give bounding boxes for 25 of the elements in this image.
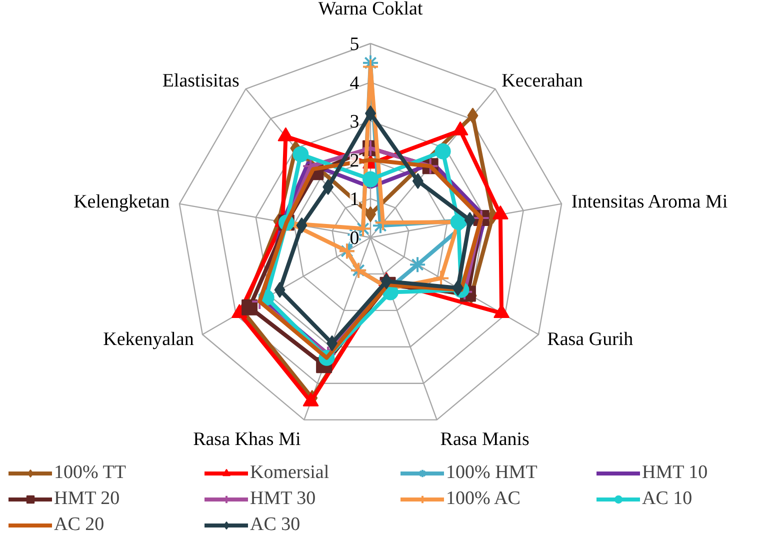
y-tick-label: 3 — [350, 112, 360, 133]
y-tick-label: 2 — [350, 150, 360, 172]
y-tick-label: 5 — [350, 34, 360, 55]
legend-label: Komersial — [250, 462, 330, 484]
spoke-label: Rasa Manis — [440, 429, 530, 450]
spoke-label: Kekenyalan — [103, 329, 194, 350]
spoke-label: Rasa Gurih — [547, 329, 634, 350]
spoke-label: Elastisitas — [162, 70, 240, 92]
legend-label: 100% TT — [54, 462, 127, 484]
spoke-label: Rasa Khas Mi — [193, 429, 301, 450]
spoke-label: Intensitas Aroma Mi — [571, 192, 728, 213]
legend-label: 100% HMT — [446, 462, 538, 484]
legend-label: HMT 30 — [250, 488, 317, 510]
legend-label: HMT 20 — [54, 488, 121, 510]
spoke-label: Warna Coklat — [318, 0, 424, 20]
y-tick-label: 0 — [350, 228, 360, 249]
legend-label: AC 10 — [642, 488, 694, 510]
y-tick-label: 1 — [350, 189, 360, 210]
y-tick-label: 4 — [350, 72, 360, 94]
legend-label: 100% AC — [446, 488, 522, 510]
legend-label: AC 30 — [250, 514, 302, 536]
spoke-label: Kelengketan — [74, 192, 170, 213]
legend-label: HMT 10 — [642, 462, 709, 484]
legend-label: AC 20 — [54, 514, 106, 536]
spoke-label: Kecerahan — [502, 70, 584, 92]
